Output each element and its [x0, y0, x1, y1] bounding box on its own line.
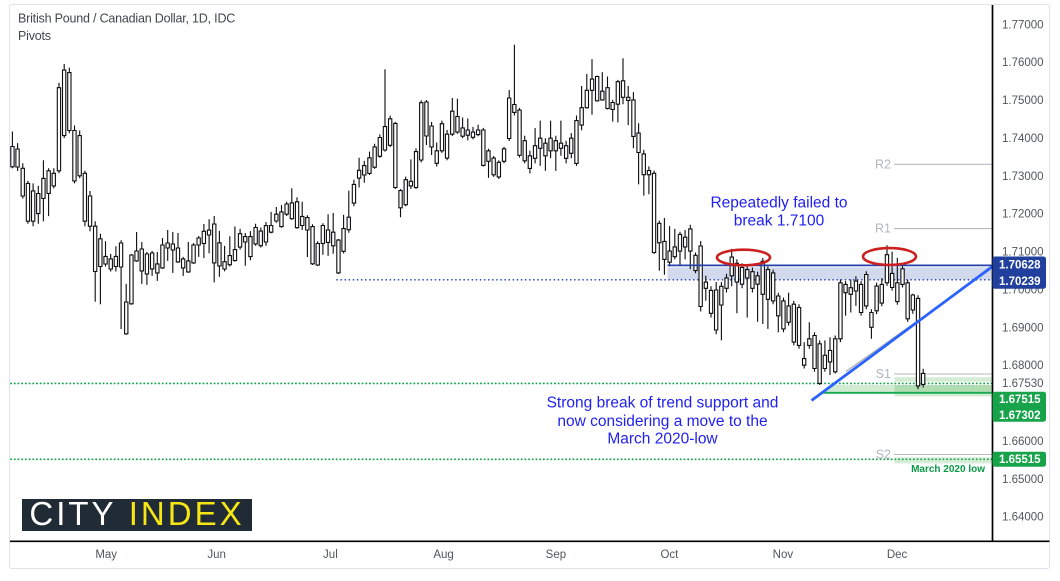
svg-text:March 2020-low: March 2020-low [607, 431, 718, 448]
svg-text:1.77000: 1.77000 [1002, 19, 1044, 31]
svg-text:1.64000: 1.64000 [1002, 512, 1044, 524]
svg-text:S2: S2 [876, 448, 891, 462]
svg-text:British Pound / Canadian Dolla: British Pound / Canadian Dollar, 1D, IDC [18, 12, 235, 26]
svg-text:Nov: Nov [773, 549, 794, 561]
svg-text:now considering a move to the: now considering a move to the [557, 413, 767, 430]
svg-text:March 2020 low: March 2020 low [911, 464, 985, 475]
svg-text:1.67515: 1.67515 [999, 394, 1041, 406]
svg-text:1.73000: 1.73000 [1002, 171, 1044, 183]
svg-text:Dec: Dec [887, 549, 908, 561]
svg-text:Repeatedly failed to: Repeatedly failed to [710, 195, 847, 212]
svg-text:Sep: Sep [546, 549, 566, 561]
svg-text:1.65000: 1.65000 [1002, 474, 1044, 486]
svg-text:Strong break of trend support: Strong break of trend support and [547, 395, 779, 412]
svg-text:1.66000: 1.66000 [1002, 436, 1044, 448]
svg-text:1.70239: 1.70239 [999, 276, 1041, 288]
svg-text:1.72000: 1.72000 [1002, 209, 1044, 221]
svg-text:1.75000: 1.75000 [1002, 95, 1044, 107]
svg-text:1.67530: 1.67530 [1002, 378, 1044, 390]
svg-text:Jun: Jun [207, 549, 226, 561]
svg-text:1.71000: 1.71000 [1002, 247, 1044, 259]
svg-text:R2: R2 [875, 157, 891, 171]
svg-text:Oct: Oct [660, 549, 679, 561]
svg-text:1.76000: 1.76000 [1002, 57, 1044, 69]
svg-text:1.67302: 1.67302 [999, 410, 1041, 422]
svg-text:Aug: Aug [433, 549, 453, 561]
svg-text:R1: R1 [875, 222, 891, 236]
svg-text:1.70628: 1.70628 [999, 260, 1041, 272]
svg-text:1.74000: 1.74000 [1002, 133, 1044, 145]
svg-text:1.68000: 1.68000 [1002, 360, 1044, 372]
svg-text:break 1.7100: break 1.7100 [734, 213, 825, 230]
svg-text:May: May [95, 549, 117, 561]
svg-text:1.65515: 1.65515 [999, 454, 1041, 466]
svg-text:Pivots: Pivots [18, 29, 51, 43]
svg-text:S1: S1 [876, 367, 891, 381]
svg-text:Jul: Jul [323, 549, 338, 561]
svg-text:1.69000: 1.69000 [1002, 322, 1044, 334]
